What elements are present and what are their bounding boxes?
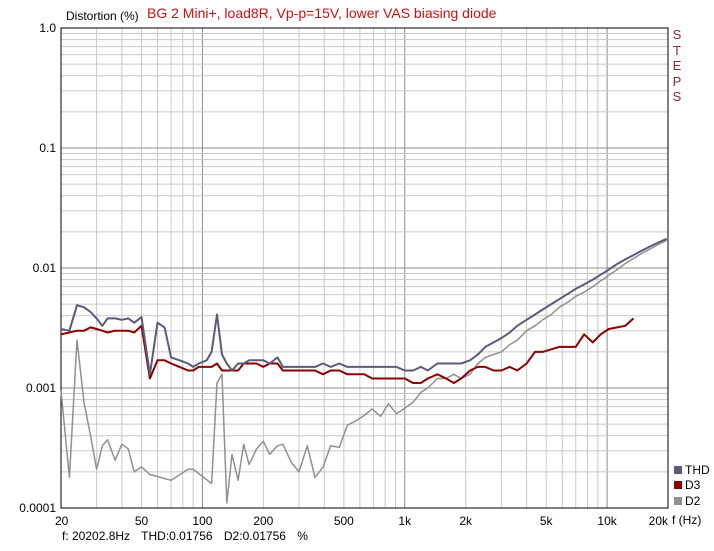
steps-letter: P [672,73,682,89]
series-line-d2 [60,239,668,504]
legend-item-d2[interactable]: D2 [674,493,710,509]
y-tick-label: 0.01 [33,261,57,275]
y-tick-label: 0.1 [39,141,56,155]
legend-swatch-d2 [674,496,682,505]
steps-letter: E [672,58,682,73]
x-tick-label: 2k [459,514,473,528]
y-tick-label: 0.0001 [19,501,56,515]
y-tick-label: 0.001 [26,381,56,395]
legend-swatch-thd [674,465,682,474]
x-tick-label: 200 [253,514,273,528]
steps-button[interactable]: S T E P S [670,27,684,105]
x-tick-label: 50 [135,514,149,528]
chart-title: BG 2 Mini+, load8R, Vp-p=15V, lower VAS … [147,5,497,21]
y-axis-label: Distortion (%) [66,9,139,23]
steps-letter: S [672,89,682,104]
x-tick-label: 100 [192,514,212,528]
x-tick-label: 1k [398,514,412,528]
x-tick-label: 5k [540,514,554,528]
series-line-thd [60,237,668,376]
x-tick-label: 10k [597,514,617,528]
readout-thd: THD:0.01756 [141,529,213,543]
y-tick-label: 1.0 [39,21,56,35]
cursor-readout: f: 20202.8Hz THD:0.01756 D2:0.01756 % [62,529,316,543]
legend-label-d3: D3 [685,478,701,493]
legend-label-d2: D2 [685,493,701,508]
legend: THD D3 D2 [674,462,710,509]
x-tick-label: 500 [334,514,354,528]
legend-label-thd: THD [685,462,710,477]
steps-letter: S [672,27,682,42]
legend-item-d3[interactable]: D3 [674,478,710,494]
readout-frequency: f: 20202.8Hz [62,529,131,543]
x-tick-label: 20k [649,514,669,528]
plot-border [60,27,669,509]
x-axis-unit-label: f (Hz) [672,513,702,527]
readout-d2: D2:0.01756 [223,529,286,543]
readout-unit: % [297,529,308,543]
legend-swatch-d3 [674,481,682,490]
x-tick-label: 20 [55,514,69,528]
legend-item-thd[interactable]: THD [674,462,710,478]
steps-letter: T [673,42,681,58]
